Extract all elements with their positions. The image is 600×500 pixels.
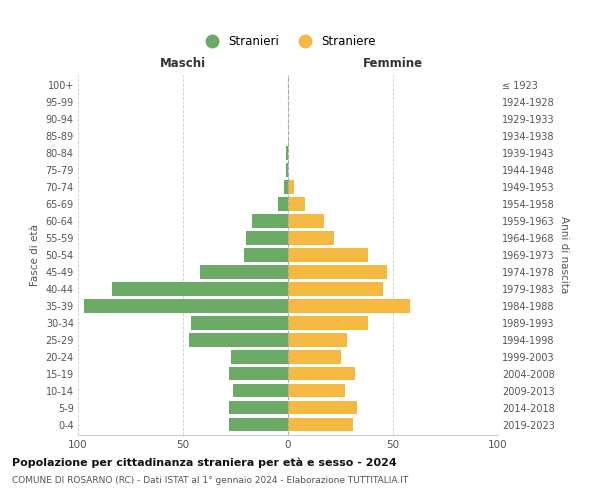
Bar bbox=[189, 334, 288, 346]
Text: Popolazione per cittadinanza straniera per età e sesso - 2024: Popolazione per cittadinanza straniera p… bbox=[12, 458, 397, 468]
Bar bbox=[288, 384, 345, 398]
Bar bbox=[229, 418, 288, 432]
Bar bbox=[277, 198, 288, 210]
Bar bbox=[288, 350, 341, 364]
Bar bbox=[288, 214, 324, 228]
Bar bbox=[288, 180, 295, 194]
Bar bbox=[286, 164, 288, 176]
Bar bbox=[288, 367, 355, 380]
Bar bbox=[191, 316, 288, 330]
Bar bbox=[252, 214, 288, 228]
Bar bbox=[288, 266, 387, 278]
Legend: Stranieri, Straniere: Stranieri, Straniere bbox=[195, 30, 381, 53]
Bar bbox=[246, 232, 288, 244]
Y-axis label: Fasce di età: Fasce di età bbox=[30, 224, 40, 286]
Bar bbox=[288, 300, 410, 312]
Text: Femmine: Femmine bbox=[363, 57, 423, 70]
Bar bbox=[288, 232, 334, 244]
Bar bbox=[200, 266, 288, 278]
Bar bbox=[84, 300, 288, 312]
Bar bbox=[288, 418, 353, 432]
Bar bbox=[112, 282, 288, 296]
Bar bbox=[288, 334, 347, 346]
Bar bbox=[244, 248, 288, 262]
Bar bbox=[288, 282, 383, 296]
Bar bbox=[286, 146, 288, 160]
Bar bbox=[284, 180, 288, 194]
Bar bbox=[288, 401, 358, 414]
Text: COMUNE DI ROSARNO (RC) - Dati ISTAT al 1° gennaio 2024 - Elaborazione TUTTITALIA: COMUNE DI ROSARNO (RC) - Dati ISTAT al 1… bbox=[12, 476, 408, 485]
Y-axis label: Anni di nascita: Anni di nascita bbox=[559, 216, 569, 294]
Bar bbox=[233, 384, 288, 398]
Bar bbox=[232, 350, 288, 364]
Bar bbox=[288, 248, 368, 262]
Bar bbox=[288, 198, 305, 210]
Bar bbox=[229, 401, 288, 414]
Bar bbox=[288, 316, 368, 330]
Bar bbox=[229, 367, 288, 380]
Text: Maschi: Maschi bbox=[160, 57, 206, 70]
